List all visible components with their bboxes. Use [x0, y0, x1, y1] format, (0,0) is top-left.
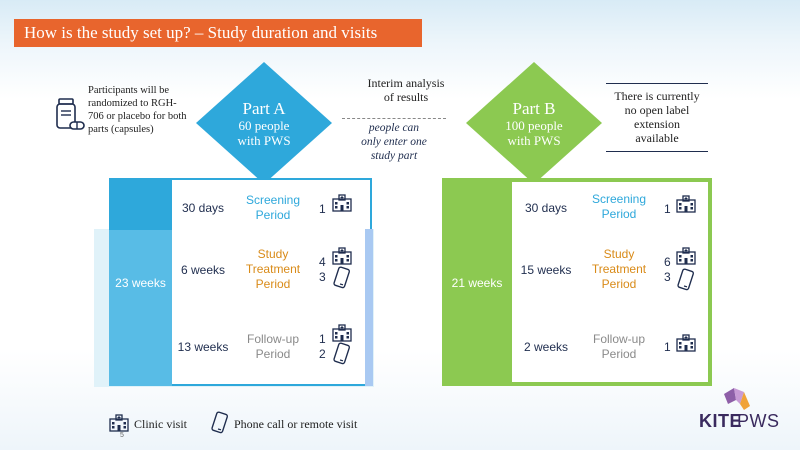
- clinic-building-icon: [332, 324, 352, 342]
- randomization-note: Participants will be randomized to RGH-7…: [88, 85, 187, 135]
- part-a-row2-clinic-count: 4: [319, 255, 326, 269]
- part-a-row2-duration: 6 weeks: [180, 263, 226, 277]
- logo-kite: KITE: [699, 411, 743, 431]
- part-a-row1-clinic-count: 1: [319, 202, 326, 216]
- clinic-building-icon: [676, 247, 696, 265]
- part-a-row3-period: Follow-up Period: [246, 332, 300, 361]
- part-a-total-column-lower: [109, 230, 172, 386]
- divider-dashed: [342, 118, 446, 119]
- part-b-table-inner: [512, 182, 708, 382]
- clinic-building-icon: [332, 194, 352, 212]
- part-b-row2-period: Study Treatment Period: [591, 247, 647, 291]
- pill-bottle-icon: [56, 98, 85, 130]
- part-a-people: 60 people: [238, 117, 290, 133]
- part-a-row3-phone-count: 2: [319, 347, 326, 361]
- enter-one-part-note: people can only enter one study part: [361, 122, 427, 162]
- part-a-row3-duration: 13 weeks: [177, 340, 229, 354]
- part-a-row1-period: Screening Period: [245, 193, 301, 222]
- kite-logo-icon: [724, 388, 750, 410]
- page-number: 5: [120, 432, 124, 439]
- part-b-condition: with PWS: [507, 132, 561, 148]
- part-b-row2-clinic-count: 6: [664, 255, 671, 269]
- phone-icon: [333, 342, 351, 365]
- part-a-condition: with PWS: [237, 132, 291, 148]
- part-a-diamond: Part A 60 people with PWS: [196, 62, 332, 184]
- part-a-total-weeks: 23 weeks: [115, 276, 166, 290]
- part-b-row1-clinic-count: 1: [664, 202, 671, 216]
- phone-icon: [333, 266, 351, 289]
- part-a-row1-duration: 30 days: [181, 201, 225, 215]
- interim-analysis-note: Interim analysis of results: [367, 76, 445, 104]
- phone-icon: [211, 411, 229, 434]
- part-b-total-weeks: 21 weeks: [451, 276, 503, 290]
- part-a-accent: [365, 229, 373, 386]
- part-b-row3-duration: 2 weeks: [523, 340, 569, 354]
- part-a-row3-clinic-count: 1: [319, 332, 326, 346]
- clinic-building-icon: [109, 414, 129, 432]
- part-b-name: Part B: [512, 98, 556, 118]
- clinic-building-icon: [332, 247, 352, 265]
- part-b-row3-clinic-count: 1: [664, 340, 671, 354]
- clinic-building-icon: [676, 334, 696, 352]
- part-b-row2-duration: 15 weeks: [520, 263, 572, 277]
- page-title: How is the study set up? – Study duratio…: [14, 19, 422, 47]
- legend-clinic-visit: Clinic visit: [134, 417, 188, 431]
- part-b-row1-period: Screening Period: [591, 192, 647, 221]
- no-extension-note: There is currently no open label extensi…: [606, 83, 708, 152]
- part-b-row2-phone-count: 3: [664, 270, 671, 284]
- part-b-diamond: Part B 100 people with PWS: [466, 62, 602, 184]
- part-a-row2-period: Study Treatment Period: [245, 247, 301, 291]
- part-b-people: 100 people: [505, 117, 563, 133]
- clinic-building-icon: [676, 195, 696, 213]
- part-a-row2-phone-count: 3: [319, 270, 326, 284]
- logo-pws: PWS: [737, 411, 780, 431]
- part-a-name: Part A: [242, 98, 286, 118]
- part-b-row3-period: Follow-up Period: [592, 332, 646, 361]
- legend-phone-visit: Phone call or remote visit: [234, 417, 358, 431]
- phone-icon: [677, 268, 695, 291]
- part-b-row1-duration: 30 days: [524, 201, 568, 215]
